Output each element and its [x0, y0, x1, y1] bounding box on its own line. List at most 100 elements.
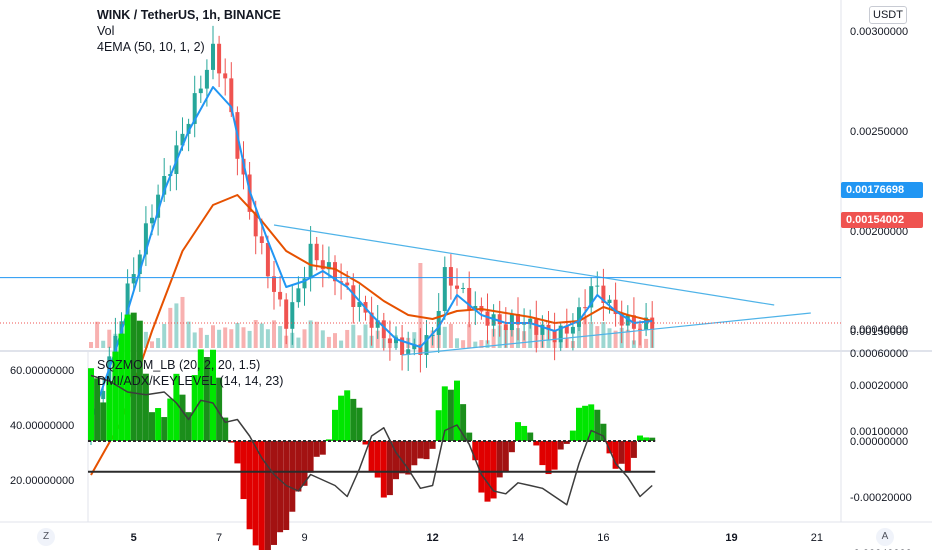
- volume-bar: [235, 322, 240, 348]
- squeeze-histogram: [88, 312, 656, 550]
- candle-body: [198, 88, 203, 94]
- momentum-bar: [643, 437, 650, 441]
- momentum-bar: [246, 441, 253, 530]
- momentum-bar: [649, 437, 656, 441]
- time-axis-tick: 7: [216, 532, 222, 544]
- volume-bar: [448, 323, 453, 348]
- candle-body: [613, 299, 618, 315]
- volume-bar: [455, 338, 459, 348]
- momentum-bar: [264, 441, 271, 550]
- volume-bar: [223, 327, 228, 348]
- momentum-bar: [155, 408, 162, 441]
- volume-bar: [467, 324, 472, 348]
- momentum-bar: [460, 404, 467, 441]
- momentum-bar: [332, 409, 338, 441]
- volume-bar: [625, 329, 630, 348]
- candle-body: [516, 314, 520, 325]
- volume-bar: [259, 323, 264, 348]
- momentum-bar: [472, 441, 479, 461]
- candle-body: [583, 307, 588, 309]
- momentum-bar: [594, 409, 601, 441]
- volume-bar: [143, 331, 148, 348]
- momentum-bar: [576, 407, 582, 441]
- volume-bar: [345, 329, 350, 348]
- momentum-bar: [307, 441, 314, 473]
- candle-body: [601, 285, 606, 303]
- candle-body: [625, 315, 630, 326]
- volume-bar: [247, 330, 252, 348]
- candle-body: [192, 93, 197, 124]
- momentum-bar: [454, 380, 460, 441]
- volume-bar: [162, 323, 167, 348]
- volume-bar: [351, 324, 356, 348]
- price-axis-tick: 0.00200000: [850, 226, 908, 238]
- momentum-bar: [368, 441, 375, 472]
- momentum-axis-tick: -0.00020000: [850, 492, 912, 504]
- momentum-bar: [149, 412, 155, 441]
- momentum-bar: [588, 404, 595, 441]
- volume-bar: [442, 326, 447, 348]
- momentum-bar: [228, 441, 235, 443]
- momentum-bar: [88, 368, 94, 441]
- momentum-bar: [539, 441, 546, 466]
- volume-bar: [357, 335, 362, 348]
- currency-selector[interactable]: USDT: [869, 6, 907, 24]
- price-axis-tick: 0.00100000: [850, 426, 908, 438]
- candle-body: [156, 194, 161, 218]
- volume-bar: [296, 337, 301, 348]
- zoom-reset-button[interactable]: Z: [37, 528, 55, 546]
- momentum-bar: [435, 410, 442, 441]
- candle-body: [607, 299, 612, 303]
- volume-bar: [278, 326, 283, 348]
- momentum-bar: [600, 423, 607, 441]
- momentum-bar: [417, 441, 424, 459]
- candle-body: [503, 324, 508, 331]
- candle-body: [412, 344, 417, 350]
- candle-body: [211, 43, 215, 70]
- momentum-bar: [612, 441, 619, 469]
- volume-bar: [253, 320, 258, 348]
- dmi-axis-tick: 20.00000000: [10, 475, 74, 487]
- volume-bar: [528, 323, 533, 348]
- adx-line: [90, 374, 653, 506]
- candle-body: [394, 337, 398, 344]
- momentum-bar: [295, 441, 302, 492]
- momentum-bar: [630, 441, 637, 458]
- auto-scale-button[interactable]: A: [876, 528, 894, 546]
- candle-body: [125, 283, 130, 322]
- volume-bar: [186, 321, 191, 348]
- candle-body: [406, 349, 411, 355]
- candle-body: [644, 317, 649, 330]
- momentum-bar: [569, 430, 576, 441]
- momentum-bar: [167, 398, 174, 441]
- momentum-bar: [386, 441, 393, 496]
- time-axis-tick: 19: [725, 532, 737, 544]
- candle-body: [467, 287, 472, 311]
- candle-body: [375, 320, 380, 328]
- momentum-bar: [313, 441, 320, 457]
- momentum-bar: [356, 407, 363, 441]
- momentum-bar: [521, 425, 528, 441]
- candle-body: [278, 291, 283, 300]
- momentum-axis-tick: 0.00020000: [850, 380, 908, 392]
- candle-body: [186, 123, 191, 134]
- momentum-bar: [478, 441, 485, 493]
- momentum-bar: [380, 441, 387, 498]
- time-axis-tick: 16: [597, 532, 609, 544]
- momentum-bar: [124, 314, 131, 441]
- candle-body: [101, 390, 106, 400]
- candle-body: [558, 325, 563, 343]
- momentum-bar: [240, 441, 247, 500]
- momentum-bar: [502, 441, 509, 472]
- volume-bar: [491, 328, 496, 348]
- momentum-bar: [350, 398, 357, 441]
- momentum-bar: [271, 441, 277, 545]
- candle-body: [253, 211, 258, 237]
- momentum-bar: [374, 441, 381, 478]
- volume-bar: [265, 329, 270, 348]
- momentum-bar: [582, 405, 589, 441]
- volume-bar: [168, 307, 173, 348]
- candle-body: [589, 286, 594, 308]
- momentum-bar: [563, 441, 570, 444]
